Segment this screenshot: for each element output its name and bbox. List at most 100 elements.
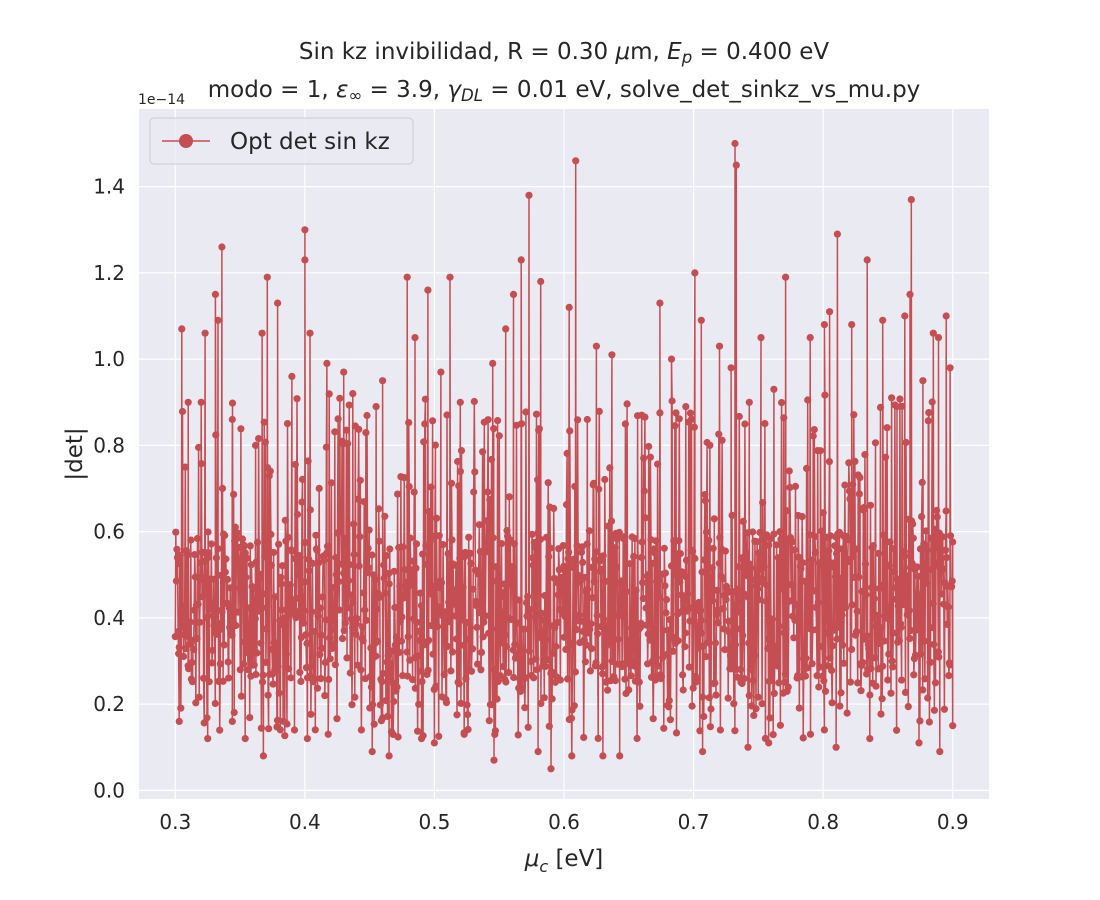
data-point [194, 600, 202, 608]
data-point [532, 655, 540, 663]
data-point [197, 398, 205, 406]
data-point [851, 457, 859, 465]
data-point [235, 560, 243, 568]
data-point [479, 633, 487, 641]
data-point [845, 487, 854, 495]
x-tick-label: 0.9 [937, 810, 969, 834]
data-point [393, 683, 401, 691]
data-point [790, 546, 798, 554]
data-point [241, 638, 249, 646]
data-point [865, 639, 874, 647]
data-point [260, 418, 268, 426]
data-point [417, 602, 426, 610]
data-point [257, 724, 265, 732]
data-point [394, 490, 402, 498]
data-point [547, 668, 556, 676]
data-point [637, 553, 646, 562]
data-point [259, 671, 267, 679]
data-point [655, 576, 663, 585]
data-point [236, 584, 244, 592]
data-point [627, 672, 635, 680]
data-point [941, 546, 950, 554]
data-point [879, 581, 887, 589]
data-point [492, 577, 501, 585]
data-point [882, 614, 890, 622]
data-point [473, 623, 481, 632]
data-point [770, 385, 778, 393]
data-point [721, 646, 729, 654]
data-point [611, 677, 620, 685]
data-point [779, 585, 787, 593]
data-point [704, 639, 712, 647]
data-point [671, 422, 679, 430]
data-point [582, 641, 591, 649]
data-point [763, 581, 771, 590]
data-point [347, 591, 355, 599]
series-opt-det-sin-kz [171, 139, 957, 773]
data-point [757, 334, 765, 342]
data-point [217, 625, 225, 633]
data-point [700, 556, 708, 564]
data-point [536, 535, 545, 544]
data-point [755, 549, 763, 557]
data-point [366, 673, 374, 681]
data-point [176, 551, 184, 559]
data-point [355, 562, 363, 570]
data-point [587, 645, 596, 653]
data-point [686, 617, 694, 625]
data-point [316, 651, 324, 659]
data-point [880, 637, 889, 645]
data-point [277, 580, 285, 588]
data-point [925, 718, 934, 726]
data-point [867, 665, 875, 673]
data-point [290, 726, 299, 734]
data-point [613, 535, 621, 543]
data-point [287, 674, 295, 682]
data-point [252, 558, 260, 566]
data-point [351, 693, 359, 701]
data-point [542, 533, 551, 542]
data-point [715, 430, 723, 438]
data-point [502, 678, 510, 686]
data-point [391, 641, 399, 649]
data-point [543, 656, 551, 664]
data-point [637, 619, 645, 628]
data-point [552, 642, 560, 651]
data-point [791, 482, 800, 490]
data-point [321, 692, 329, 700]
data-point [715, 342, 724, 350]
data-point [394, 733, 402, 741]
data-point [901, 552, 909, 560]
data-point [401, 566, 409, 574]
data-point [744, 593, 752, 601]
data-point [706, 441, 714, 449]
data-point [583, 540, 591, 548]
data-point [815, 683, 823, 691]
data-point [559, 542, 567, 550]
data-point [758, 700, 766, 708]
data-point [294, 571, 302, 579]
data-point [301, 226, 309, 234]
data-point [418, 678, 426, 686]
data-point [788, 538, 796, 546]
data-point [623, 400, 631, 408]
data-point [753, 538, 761, 546]
data-point [689, 684, 697, 692]
data-point [826, 654, 834, 662]
data-point [863, 632, 871, 640]
data-point [238, 535, 247, 543]
data-point [668, 397, 676, 405]
data-point [518, 683, 526, 692]
data-point [562, 645, 570, 654]
data-point [916, 717, 924, 725]
data-point [477, 666, 485, 674]
data-point [818, 642, 826, 651]
data-point [494, 417, 502, 425]
data-point [213, 630, 221, 638]
data-point [681, 643, 689, 651]
data-point [750, 651, 758, 660]
data-point [369, 701, 377, 709]
data-point [252, 670, 260, 679]
data-point [460, 641, 468, 649]
data-point [500, 580, 508, 588]
